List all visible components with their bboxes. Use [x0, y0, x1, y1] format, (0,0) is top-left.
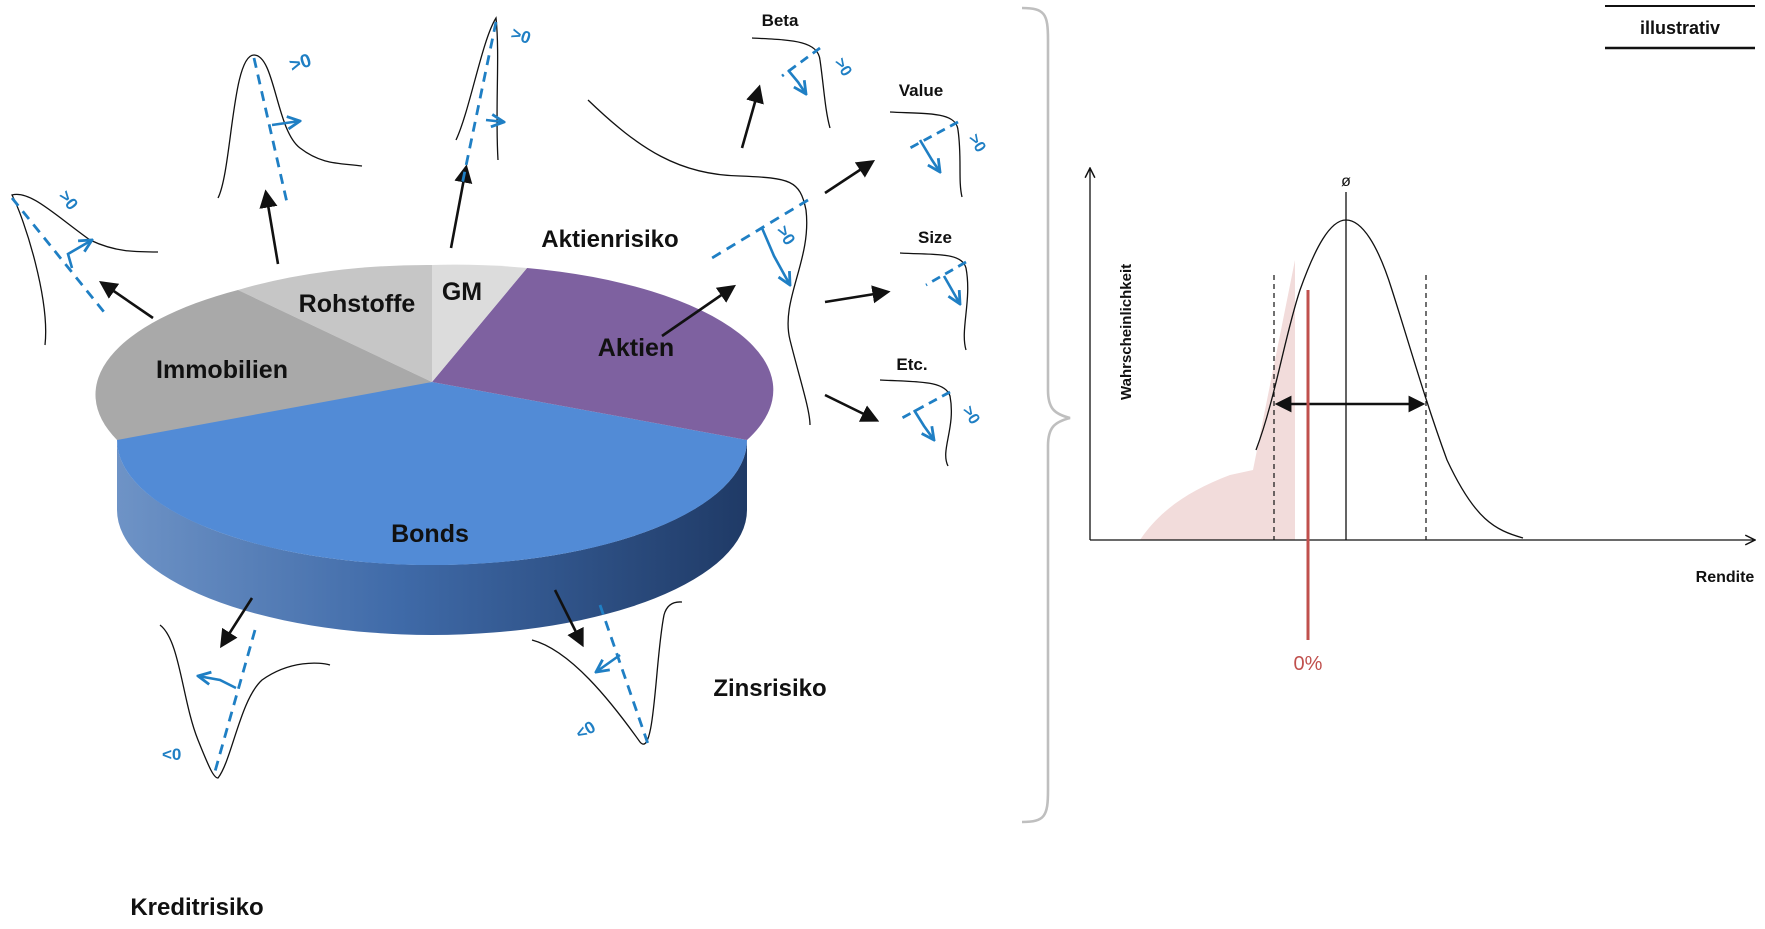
dist-value-dashed — [909, 120, 959, 150]
zero-return-label: 0% — [1294, 653, 1323, 675]
label-kreditrisiko: Kreditrisiko — [130, 894, 263, 921]
dist-size-shift — [942, 275, 960, 304]
arrow-zins — [553, 589, 584, 648]
asset-allocation-pie: Bonds Aktien GM Rohstoffe Immobilien — [95, 264, 774, 635]
pie-arrows — [98, 84, 891, 649]
dist-etc: Etc. >0 — [879, 355, 983, 467]
grouping-brace — [1021, 6, 1071, 824]
arrow-beta — [740, 84, 764, 149]
dist-etc-dashed — [901, 390, 951, 420]
stamp-text: illustrativ — [1640, 18, 1720, 38]
pie-label-immobilien: Immobilien — [156, 356, 288, 384]
dist-beta-dashed — [781, 46, 821, 78]
dist-beta: Beta >0 — [751, 11, 855, 129]
arrow-value — [824, 159, 876, 195]
dist-value: Value >0 — [889, 81, 989, 198]
label-zinsrisiko: Zinsrisiko — [713, 675, 826, 702]
dist-aktien-shift — [760, 227, 790, 285]
dist-immobilien-marker: >0 — [55, 187, 82, 214]
left-tail-shading — [1140, 260, 1295, 540]
dist-aktien-dashed — [711, 198, 809, 260]
factor-value-label: Value — [899, 81, 943, 100]
dist-kredit-dashed — [212, 629, 257, 776]
dist-beta-marker: >0 — [831, 55, 855, 80]
dist-aktien-marker: >0 — [773, 222, 799, 249]
dist-etc-shift — [912, 409, 934, 440]
pie-slice-bonds — [117, 382, 748, 566]
dist-rohstoffe-dashed — [252, 57, 290, 208]
dist-gm-dashed — [460, 21, 498, 186]
dist-kredit-marker: <0 — [162, 745, 181, 764]
dist-rohstoffe-curve — [217, 54, 363, 199]
dist-value-marker: >0 — [965, 131, 989, 156]
arrow-immobilien — [98, 280, 154, 320]
dist-rohstoffe-shift — [271, 121, 300, 125]
arrow-rohstoffe — [259, 189, 280, 265]
dist-gm-shift — [485, 120, 504, 122]
dist-beta-shift — [787, 69, 806, 94]
dist-rohstoffe: >0 — [217, 50, 363, 208]
dist-etc-marker: >0 — [959, 403, 983, 428]
return-distribution-chart: Wahrscheinlichkeit Rendite ø 0% — [1090, 168, 1755, 675]
arrow-aktien — [661, 284, 736, 338]
pie-slice-gm — [432, 264, 527, 382]
pie-slice-rohstoffe — [238, 264, 432, 382]
factor-etc-label: Etc. — [896, 355, 927, 374]
pie-side — [117, 440, 747, 635]
pie-label-aktien: Aktien — [598, 334, 674, 362]
factor-size-label: Size — [918, 228, 952, 247]
dist-rohstoffe-marker: >0 — [287, 50, 314, 77]
dist-beta-curve — [751, 37, 831, 129]
dist-immobilien-shift — [66, 240, 92, 269]
dist-immobilien-dashed — [10, 197, 106, 313]
factor-beta-label: Beta — [762, 11, 799, 30]
dist-size: Size — [899, 228, 969, 351]
x-axis-label: Rendite — [1696, 569, 1755, 586]
arrow-etc — [824, 393, 880, 422]
mean-symbol: ø — [1341, 173, 1351, 190]
dist-size-curve — [899, 252, 969, 351]
dist-gm-marker: >0 — [509, 24, 533, 48]
dist-value-shift — [918, 139, 940, 172]
label-aktienrisiko: Aktienrisiko — [541, 226, 678, 253]
dist-kredit-shift — [198, 676, 237, 690]
dist-value-curve — [889, 111, 963, 198]
dist-etc-curve — [879, 379, 952, 467]
dist-zins-marker: <0 — [573, 717, 599, 743]
pie-label-rohstoffe: Rohstoffe — [299, 290, 416, 318]
pie-slice-aktien — [432, 268, 774, 440]
dist-immobilien-curve — [11, 193, 159, 346]
illustrativ-stamp: illustrativ — [1605, 5, 1755, 50]
dist-kredit: <0 — [159, 624, 331, 779]
dist-zins-dashed — [598, 604, 650, 745]
dist-immobilien: >0 — [10, 187, 159, 346]
pie-slice-immobilien — [95, 290, 432, 440]
dist-gm: >0 — [455, 16, 533, 186]
dist-aktien-curve — [587, 99, 811, 426]
pie-label-gm: GM — [442, 278, 482, 306]
dist-zins-shift — [596, 653, 621, 672]
pie-label-bonds: Bonds — [391, 520, 469, 548]
arrow-size — [824, 285, 891, 304]
dist-zins-curve — [531, 601, 683, 745]
distribution-curve — [1255, 219, 1524, 539]
y-axis-label: Wahrscheinlichkeit — [1118, 264, 1135, 400]
dist-size-dashed — [925, 260, 967, 287]
dist-kredit-curve — [159, 624, 331, 779]
arrow-kredit — [220, 597, 254, 649]
